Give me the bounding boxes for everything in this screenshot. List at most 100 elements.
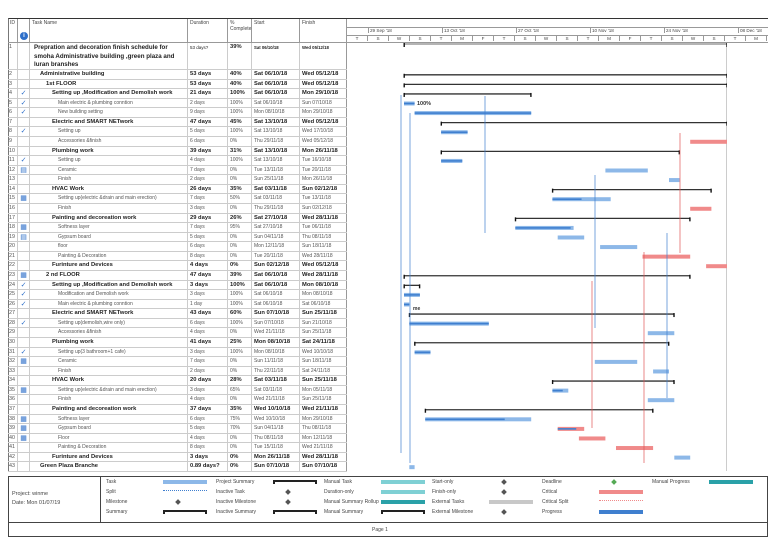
legend-item: Inactive Summary <box>216 509 257 515</box>
table-row[interactable]: 31 ✓ Setting up(3 bathroom+1 cafe) 3 day… <box>8 347 347 358</box>
task-percent-complete: 100% <box>228 290 252 299</box>
table-row[interactable]: 12 ▤ Ceramic 7 days 0% Tue 13/11/18 Tue … <box>8 165 347 176</box>
col-indicator-header[interactable]: i <box>18 19 30 43</box>
complete-check-icon: ✓ <box>18 290 30 299</box>
timescale-day: F <box>620 36 641 41</box>
task-percent-complete: 40% <box>228 70 252 79</box>
table-row[interactable]: 39 ▦ Gypsum board 5 days 70% Sun 04/11/1… <box>8 424 347 434</box>
table-row[interactable]: 1 Prepration and decoration finish sched… <box>8 43 347 70</box>
table-row[interactable]: 14 HVAC Work 26 days 35% Sat 03/11/18 Su… <box>8 184 347 195</box>
info-icon: i <box>20 32 28 40</box>
gantt-chart: 100% me <box>400 43 727 471</box>
task-bar <box>557 235 585 240</box>
task-finish: Sun 07/10/18 <box>300 98 347 108</box>
task-duration: 2 days <box>188 98 228 108</box>
task-finish: Sun 21/10/18 <box>300 318 347 328</box>
summary-start-tick <box>403 274 405 279</box>
task-start: Sat 27/10/18 <box>252 223 300 232</box>
task-percent-complete: 0% <box>228 261 252 270</box>
task-name: Setting up(electric &drain and main erec… <box>30 194 188 203</box>
task-duration: 3 days <box>188 347 228 357</box>
summary-end-tick <box>726 43 727 47</box>
timescale-date: 24 Nov '18 <box>664 28 688 33</box>
task-bar <box>600 245 638 250</box>
legend-item: Progress <box>542 509 563 515</box>
task-id: 24 <box>8 280 18 290</box>
task-percent-complete: 100% <box>228 280 252 290</box>
table-row[interactable]: 43 Green Plaza Branche 0.89 days? 0% Sun… <box>8 462 347 472</box>
task-id: 17 <box>8 213 18 223</box>
task-duration: 0.89 days? <box>188 462 228 471</box>
table-row[interactable]: 41 Painting & Decoration 8 days 0% Tue 1… <box>8 443 347 453</box>
table-row[interactable]: 29 Accessories &finish 4 days 0% Wed 21/… <box>8 328 347 338</box>
task-start: Mon 08/10/18 <box>252 347 300 357</box>
table-row[interactable]: 13 Finish 2 days 0% Sun 25/11/18 Mon 26/… <box>8 175 347 185</box>
table-row[interactable]: 24 ✓ Setting up ,Modification and Demoli… <box>8 280 347 291</box>
table-row[interactable]: 4 ✓ Setting up ,Modification and Demolis… <box>8 89 347 99</box>
table-row[interactable]: 38 ▦ Softness layer 6 days 75% Wed 10/10… <box>8 414 347 425</box>
table-row[interactable]: 35 ▦ Setting up(electric &drain and main… <box>8 385 347 396</box>
timescale-day: T <box>347 36 368 41</box>
table-row[interactable]: 7 Electric and SMART NETwork 47 days 45%… <box>8 117 347 128</box>
table-row[interactable]: 11 ✓ Setting up 4 days 100% Sat 13/10/18… <box>8 156 347 166</box>
task-percent-complete: 0% <box>228 366 252 376</box>
task-finish: Wed 28/11/18 <box>300 213 347 223</box>
table-row[interactable]: 32 ▦ Ceramic 7 days 0% Sun 11/11/18 Sun … <box>8 357 347 367</box>
task-name: 1st FLOOR <box>30 79 188 89</box>
task-name: Plumbing work <box>30 337 188 347</box>
legend-item: Start-only <box>432 479 454 485</box>
col-duration-header[interactable]: Duration <box>188 19 228 43</box>
table-row[interactable]: 26 ✓ Main electric & plumbing conntion 1… <box>8 299 347 310</box>
table-row[interactable]: 2 Administrative building 53 days 40% Sa… <box>8 70 347 80</box>
task-name: Administrative building <box>30 70 188 79</box>
table-row[interactable]: 5 ✓ Main electric & plumbing conntion 2 … <box>8 98 347 109</box>
table-row[interactable]: 9 Accessories &finish 6 days 0% Thu 29/1… <box>8 136 347 147</box>
task-start: Tue 20/11/18 <box>252 251 300 261</box>
task-duration: 53 days <box>188 70 228 79</box>
col-start-header[interactable]: Start <box>252 19 300 43</box>
table-row[interactable]: 21 Painting & Decoration 8 days 0% Tue 2… <box>8 251 347 262</box>
task-id: 12 <box>8 165 18 175</box>
table-row[interactable]: 40 ▦ Floor 4 days 0% Thu 08/11/18 Mon 12… <box>8 433 347 444</box>
table-row[interactable]: 27 Electric and SMART NETwork 43 days 60… <box>8 309 347 319</box>
table-row[interactable]: 30 Plumbing work 41 days 25% Mon 08/10/1… <box>8 337 347 348</box>
summary-start-tick <box>551 380 554 385</box>
table-row[interactable]: 15 ▦ Setting up(electric &drain and main… <box>8 194 347 204</box>
table-row[interactable]: 23 ▦ 2 nd FLOOR 47 days 39% Sat 06/10/18… <box>8 270 347 281</box>
table-row[interactable]: 3 1st FLOOR 53 days 40% Sat 06/10/18 Wed… <box>8 79 347 90</box>
table-row[interactable]: 17 Painting and decoreation work 29 days… <box>8 213 347 224</box>
summary-start-tick <box>551 188 554 193</box>
table-row[interactable]: 33 Finish 2 days 0% Thu 22/11/18 Sat 24/… <box>8 366 347 377</box>
legend-swatch <box>381 490 425 494</box>
col-name-header[interactable]: Task Name <box>30 19 188 43</box>
table-row[interactable]: 16 Finish 3 days 0% Thu 29/11/18 Sun 02/… <box>8 203 347 214</box>
table-row[interactable]: 25 ✓ Modification and Demolish work 3 da… <box>8 290 347 300</box>
task-percent-complete: 70% <box>228 424 252 433</box>
legend-item: Inactive Milestone <box>216 499 257 505</box>
table-row[interactable]: 36 Finish 4 days 0% Wed 21/11/18 Sun 25/… <box>8 395 347 405</box>
legend-swatch <box>381 480 425 484</box>
table-row[interactable]: 6 ✓ New building setting 9 days 100% Mon… <box>8 108 347 118</box>
table-row[interactable]: 19 ▤ Gypsum board 5 days 0% Sun 04/11/18… <box>8 232 347 243</box>
col-id-header[interactable]: ID <box>8 19 18 43</box>
table-row[interactable]: 10 Plumbing work 39 days 31% Sat 13/10/1… <box>8 146 347 157</box>
table-row[interactable]: 42 Furinture and Devices 3 days 0% Mon 2… <box>8 452 347 463</box>
table-row[interactable]: 28 ✓ Setting up(demolish,wire only) 6 da… <box>8 318 347 329</box>
table-row[interactable]: 18 ▦ Softness layer 7 days 95% Sat 27/10… <box>8 223 347 233</box>
task-name: Accessories &finish <box>30 136 188 146</box>
summary-start-tick <box>414 341 416 346</box>
task-percent-complete: 65% <box>228 385 252 395</box>
table-row[interactable]: 20 floor 6 days 0% Mon 12/11/18 Sun 18/1… <box>8 242 347 252</box>
col-finish-header[interactable]: Finish <box>300 19 347 43</box>
table-row[interactable]: 34 HVAC Work 20 days 28% Sat 03/11/18 Su… <box>8 376 347 386</box>
task-start: Sun 02/12/18 <box>252 261 300 270</box>
table-row[interactable]: 8 ✓ Setting up 5 days 100% Sat 13/10/18 … <box>8 127 347 137</box>
task-finish: Wed 10/10/18 <box>300 347 347 357</box>
col-pct-header[interactable]: % Complete <box>228 19 252 43</box>
task-percent-complete: 39% <box>228 43 252 69</box>
task-finish: Mon 26/11/18 <box>300 146 347 156</box>
table-row[interactable]: 37 Painting and decoreation work 37 days… <box>8 404 347 415</box>
indicator <box>18 79 30 89</box>
task-id: 22 <box>8 261 18 270</box>
table-row[interactable]: 22 Furinture and Devices 4 days 0% Sun 0… <box>8 261 347 271</box>
